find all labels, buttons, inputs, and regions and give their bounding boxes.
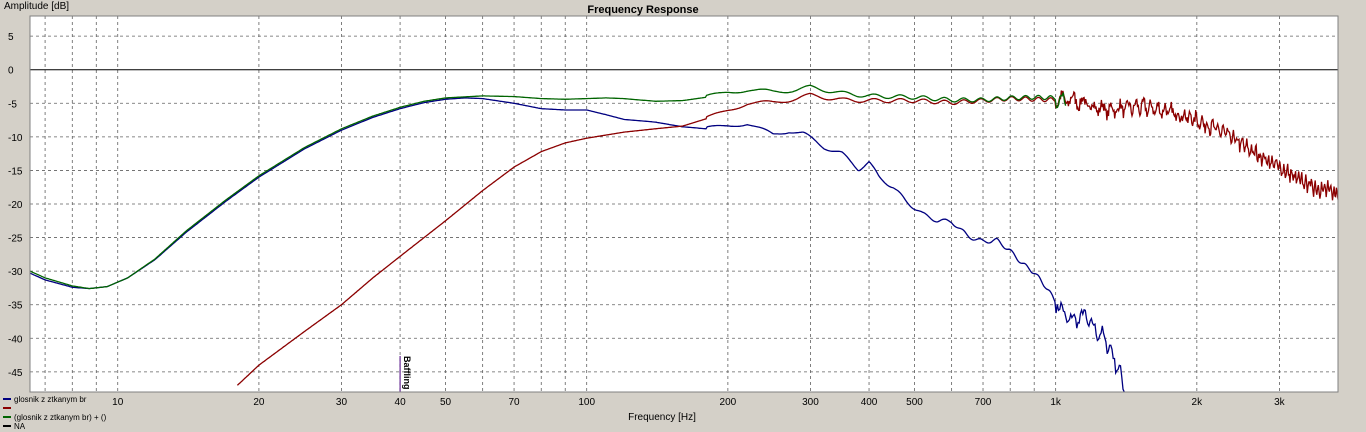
y-tick-label: -40 <box>8 334 23 345</box>
y-tick-label: -30 <box>8 267 23 278</box>
chart-title: Frequency Response <box>587 4 698 16</box>
x-tick-label: 50 <box>440 397 452 408</box>
y-axis-label: Amplitude [dB] <box>4 1 69 12</box>
grid <box>30 16 1339 392</box>
series-line-1 <box>29 97 1125 393</box>
x-tick-label: 70 <box>508 397 520 408</box>
y-tick-label: -25 <box>8 234 23 245</box>
x-tick-label: 200 <box>720 397 737 408</box>
series-line-3 <box>29 84 1067 290</box>
x-tick-label: 30 <box>336 397 348 408</box>
y-tick-label: -10 <box>8 133 23 144</box>
marker-group: Baffling <box>399 356 412 392</box>
x-tick-label: 100 <box>578 397 595 408</box>
series-line-2 <box>236 90 1339 386</box>
marker-label: Baffling <box>402 356 412 390</box>
plot-frame <box>29 15 1339 393</box>
y-tick-label: 0 <box>8 66 14 77</box>
x-tick-label: 500 <box>906 397 923 408</box>
y-tick-label: -20 <box>8 200 23 211</box>
y-tick-label: -45 <box>8 368 23 379</box>
x-tick-label: 2k <box>1192 397 1204 408</box>
legend-label: NA <box>14 422 26 431</box>
x-axis-label: Frequency [Hz] <box>628 412 696 423</box>
x-tick-label: 700 <box>975 397 992 408</box>
y-tick-label: -5 <box>8 99 17 110</box>
series-group <box>29 84 1339 393</box>
x-tick-label: 10 <box>112 397 124 408</box>
legend: glosnik z ztkanym br (glosnik z ztkanym b… <box>3 395 107 431</box>
y-tick-label: -35 <box>8 301 23 312</box>
legend-label: (glosnik z ztkanym br) + () <box>14 413 107 422</box>
y-tick-label: 5 <box>8 32 14 43</box>
legend-label: glosnik z ztkanym br <box>14 395 87 404</box>
x-tick-label: 40 <box>395 397 407 408</box>
x-tick-label: 3k <box>1274 397 1286 408</box>
y-tick-label: -15 <box>8 166 23 177</box>
x-tick-label: 1k <box>1050 397 1062 408</box>
x-tick-label: 300 <box>802 397 819 408</box>
x-tick-label: 20 <box>253 397 265 408</box>
x-tick-label: 400 <box>861 397 878 408</box>
